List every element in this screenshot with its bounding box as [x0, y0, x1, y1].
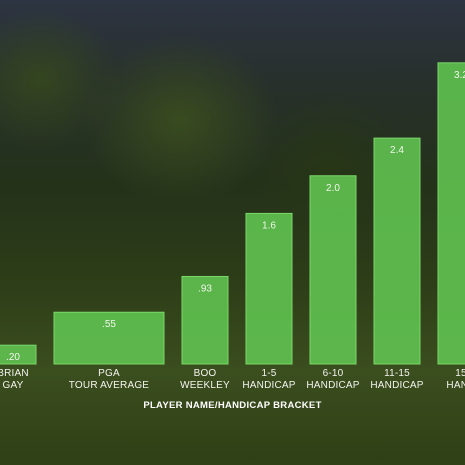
- x-axis-label: PLAYER NAME/HANDICAP BRACKET: [143, 400, 322, 411]
- category-label-5-0: 11-15: [384, 368, 410, 379]
- bar-value-label-6: 3.2: [454, 70, 465, 81]
- category-label-4-1: HANDICAP: [306, 380, 359, 391]
- bar-5: [373, 137, 421, 365]
- bar-3: [245, 212, 293, 365]
- bar-4: [309, 175, 357, 365]
- category-label-0-0: BRIAN: [0, 368, 29, 379]
- bar-value-label-3: 1.6: [262, 220, 276, 231]
- category-label-3-0: 1-5: [261, 368, 276, 379]
- bar-value-label-1: .55: [102, 319, 116, 330]
- bar-2: [181, 275, 229, 365]
- category-label-0-1: GAY: [3, 380, 24, 391]
- bar-value-label-2: .93: [198, 283, 212, 294]
- category-label-1-1: TOUR AVERAGE: [69, 380, 150, 391]
- bar-value-label-0: .20: [6, 352, 20, 363]
- category-label-6-1: HAND: [446, 380, 465, 391]
- category-label-2-1: WEEKLEY: [180, 380, 230, 391]
- bar-value-label-4: 2.0: [326, 183, 340, 194]
- category-label-5-1: HANDICAP: [370, 380, 423, 391]
- category-label-3-1: HANDICAP: [242, 380, 295, 391]
- category-label-4-0: 6-10: [323, 368, 344, 379]
- bar-1: [53, 311, 165, 365]
- category-label-6-0: 15: [455, 368, 465, 379]
- category-label-2-0: BOO: [194, 368, 217, 379]
- bar-value-label-5: 2.4: [390, 145, 404, 156]
- bar-0: [0, 344, 37, 365]
- bar-6: [437, 62, 465, 365]
- category-label-1-0: PGA: [98, 368, 120, 379]
